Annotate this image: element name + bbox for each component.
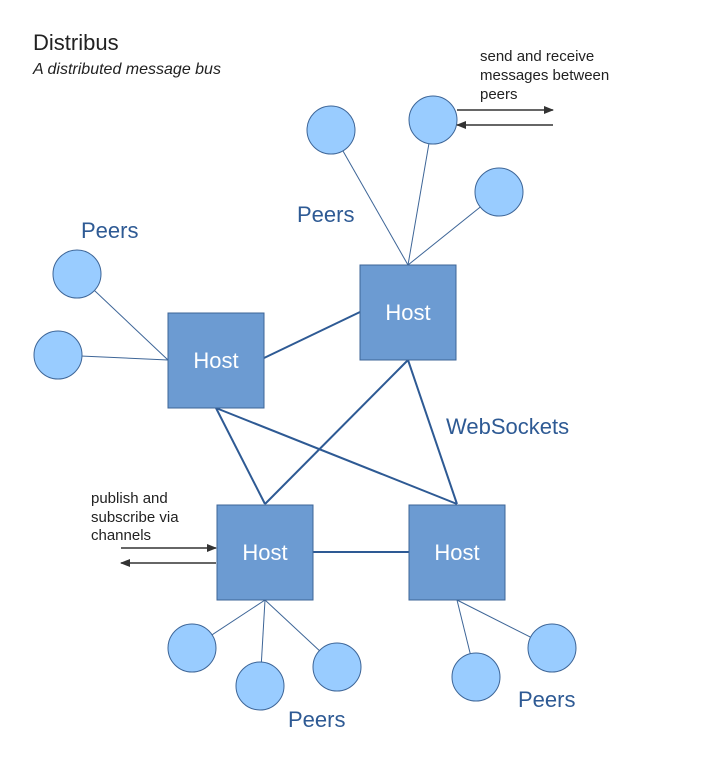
peers-label-top: Peers (297, 202, 354, 227)
note-line: subscribe via (91, 509, 179, 526)
host-node-bottom-left: Host (216, 504, 314, 601)
host-node-top: Host (359, 264, 457, 361)
peer-node (408, 95, 458, 145)
peer-messaging-note: send and receive messages between peers (456, 48, 609, 129)
peer-node (167, 623, 217, 673)
peers-label-bottom-right: Peers (518, 687, 575, 712)
peer-node (527, 623, 577, 673)
peer-node (312, 642, 362, 692)
note-line: messages between (480, 67, 609, 84)
host-link (407, 359, 458, 505)
note-line: channels (91, 527, 151, 544)
diagram-subtitle: A distributed message bus (32, 61, 221, 78)
peer-nodes (33, 95, 577, 711)
peer-node (306, 105, 356, 155)
host-label: Host (385, 300, 430, 325)
host-node-bottom-right: Host (408, 504, 506, 601)
host-link (215, 407, 458, 505)
host-link (263, 311, 361, 359)
host-box (216, 504, 314, 601)
note-line: send and receive (480, 48, 594, 65)
peer-link (330, 129, 409, 266)
peer-node (33, 330, 83, 380)
host-link (215, 407, 266, 505)
host-box (408, 504, 506, 601)
note-line: peers (480, 86, 518, 103)
websocket-links (215, 311, 458, 553)
channels-note: publish and subscribe via channels (91, 490, 217, 567)
host-link (264, 359, 409, 505)
peers-label-bottom-left: Peers (288, 707, 345, 732)
note-line: publish and (91, 490, 168, 507)
peer-node (52, 249, 102, 299)
host-box (359, 264, 457, 361)
diagram-title: Distribus (33, 30, 119, 55)
peers-label-left: Peers (81, 218, 138, 243)
peer-link (407, 119, 434, 266)
websockets-label: WebSockets (446, 414, 569, 439)
peer-node (451, 652, 501, 702)
host-box (167, 312, 265, 409)
host-label: Host (434, 540, 479, 565)
host-label: Host (193, 348, 238, 373)
peer-node (235, 661, 285, 711)
peer-node (474, 167, 524, 217)
host-node-left: Host (167, 312, 265, 409)
host-label: Host (242, 540, 287, 565)
